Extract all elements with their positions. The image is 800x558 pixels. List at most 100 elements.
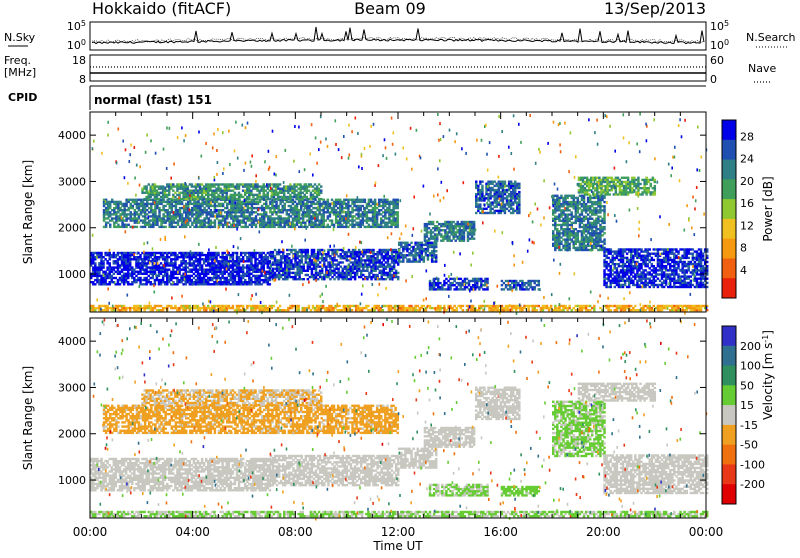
heatmap-cell <box>583 228 585 230</box>
heatmap-cell <box>234 207 236 209</box>
heatmap-cell <box>125 205 127 207</box>
heatmap-cell <box>510 183 512 185</box>
heatmap-cell <box>169 219 171 221</box>
noise-sky-line <box>92 27 704 44</box>
heatmap-cell <box>374 263 376 265</box>
heatmap-cell <box>464 288 466 290</box>
heatmap-cell <box>410 242 412 244</box>
heatmap-cell <box>478 288 480 290</box>
heatmap-cell <box>117 262 119 264</box>
heatmap-cell <box>581 222 583 224</box>
heatmap-cell <box>145 185 147 187</box>
heatmap-cell <box>130 211 132 213</box>
heatmap-cell <box>242 271 244 273</box>
heatmap-cell <box>267 192 269 194</box>
heatmap-cell <box>176 254 178 256</box>
heatmap-cell <box>489 206 491 208</box>
heatmap-cell <box>230 260 232 262</box>
heatmap-cell <box>166 196 168 198</box>
heatmap-cell <box>349 213 351 215</box>
heatmap-cell <box>121 262 123 264</box>
heatmap-cell <box>180 262 182 264</box>
heatmap-cell <box>587 238 589 240</box>
heatmap-cell <box>335 266 337 268</box>
heatmap-cell <box>381 266 383 268</box>
heatmap-cell <box>292 224 294 226</box>
heatmap-cell <box>230 209 232 211</box>
heatmap-cell <box>419 256 421 258</box>
heatmap-cell <box>329 274 331 276</box>
heatmap-cell <box>145 279 147 281</box>
heatmap-cell <box>168 256 170 258</box>
heatmap-cell <box>125 252 127 254</box>
heatmap-cell <box>134 217 136 219</box>
heatmap-cell <box>107 207 109 209</box>
heatmap-cell <box>556 241 558 243</box>
heatmap-cell <box>273 196 275 198</box>
heatmap-cell <box>382 207 384 209</box>
heatmap-cell <box>174 252 176 254</box>
heatmap-cell <box>352 251 354 253</box>
heatmap-cell <box>130 226 132 228</box>
heatmap-cell <box>273 219 275 221</box>
heatmap-cell <box>144 217 146 219</box>
heatmap-cell <box>309 266 311 268</box>
heatmap-cell <box>318 188 320 190</box>
heatmap-cell <box>583 241 585 243</box>
heatmap-cell <box>571 211 573 213</box>
heatmap-cell <box>494 181 496 183</box>
heatmap-cell <box>347 207 349 209</box>
heatmap-cell <box>518 187 520 189</box>
heatmap-cell <box>383 268 385 270</box>
heatmap-cell <box>440 233 442 235</box>
heatmap-cell <box>180 277 182 279</box>
heatmap-cell <box>487 212 489 214</box>
heatmap-cell <box>433 256 435 258</box>
heatmap-cell <box>294 251 296 253</box>
heatmap-cell <box>238 264 240 266</box>
heatmap-cell <box>191 207 193 209</box>
heatmap-cell <box>279 196 281 198</box>
heatmap-cell <box>273 226 275 228</box>
heatmap-cell <box>252 264 254 266</box>
heatmap-cell <box>333 259 335 261</box>
heatmap-cell <box>203 222 205 224</box>
heatmap-cell <box>398 254 400 256</box>
heatmap-cell <box>189 217 191 219</box>
heatmap-cell <box>292 268 294 270</box>
heatmap-cell <box>329 207 331 209</box>
heatmap-cell <box>201 264 203 266</box>
heatmap-cell <box>429 244 431 246</box>
heatmap-cell <box>267 196 269 198</box>
heatmap-cell <box>221 194 223 196</box>
heatmap-cell <box>350 278 352 280</box>
heatmap-cell <box>221 264 223 266</box>
heatmap-cell <box>583 218 585 220</box>
heatmap-cell <box>201 252 203 254</box>
heatmap-cell <box>187 262 189 264</box>
heatmap-cell <box>242 190 244 192</box>
heatmap-cell <box>491 189 493 191</box>
heatmap-cell <box>230 266 232 268</box>
heatmap-cell <box>366 268 368 270</box>
heatmap-cell <box>109 262 111 264</box>
heatmap-cell <box>329 211 331 213</box>
heatmap-cell <box>388 201 390 203</box>
heatmap-cell <box>402 260 404 262</box>
heatmap-cell <box>581 243 583 245</box>
heatmap-cell <box>376 207 378 209</box>
heatmap-cell <box>473 221 475 223</box>
heatmap-cell <box>222 217 224 219</box>
heatmap-cell <box>98 266 100 268</box>
heatmap-cell <box>496 197 498 199</box>
heatmap-cell <box>562 211 564 213</box>
heatmap-cell <box>364 249 366 251</box>
heatmap-cell <box>248 277 250 279</box>
heatmap-cell <box>514 210 516 212</box>
heatmap-cell <box>560 232 562 234</box>
heatmap-cell <box>160 283 162 285</box>
heatmap-cell <box>333 224 335 226</box>
heatmap-cell <box>323 211 325 213</box>
heatmap-cell <box>199 264 201 266</box>
heatmap-cell <box>142 211 144 213</box>
